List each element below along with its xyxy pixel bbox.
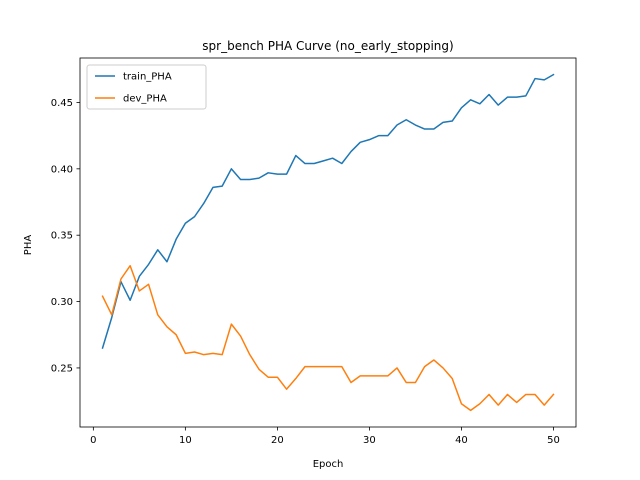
plot-area: 0 10 20 30 40 50 0.25 0.30 0.35 0.40 0.45 train_PHA… [51,57,577,446]
y-tick-label: 0.45 [51,98,73,109]
x-tick-label: 40 [455,435,468,446]
chart-title: spr_bench PHA Curve (no_early_stopping) [202,39,453,53]
y-tick-label: 0.35 [51,231,73,242]
x-tick-label: 0 [90,435,96,446]
x-tick-label: 50 [547,435,560,446]
y-axis-label: PHA [23,235,34,256]
legend-label-dev_PHA: dev_PHA [123,94,167,105]
x-tick-label: 10 [179,435,192,446]
legend-box [86,64,207,110]
x-tick-label: 20 [271,435,284,446]
y-tick-label: 0.25 [51,363,73,374]
x-axis-label: Epoch [313,459,344,470]
y-tick-label: 0.40 [51,164,73,175]
series-line-dev_PHA [101,264,555,412]
y-tick-label: 0.30 [51,297,73,308]
x-tick-label: 30 [363,435,376,446]
series-line-train_PHA [101,73,555,349]
legend-label-train_PHA: train_PHA [123,72,172,83]
axes-frame [79,57,577,428]
